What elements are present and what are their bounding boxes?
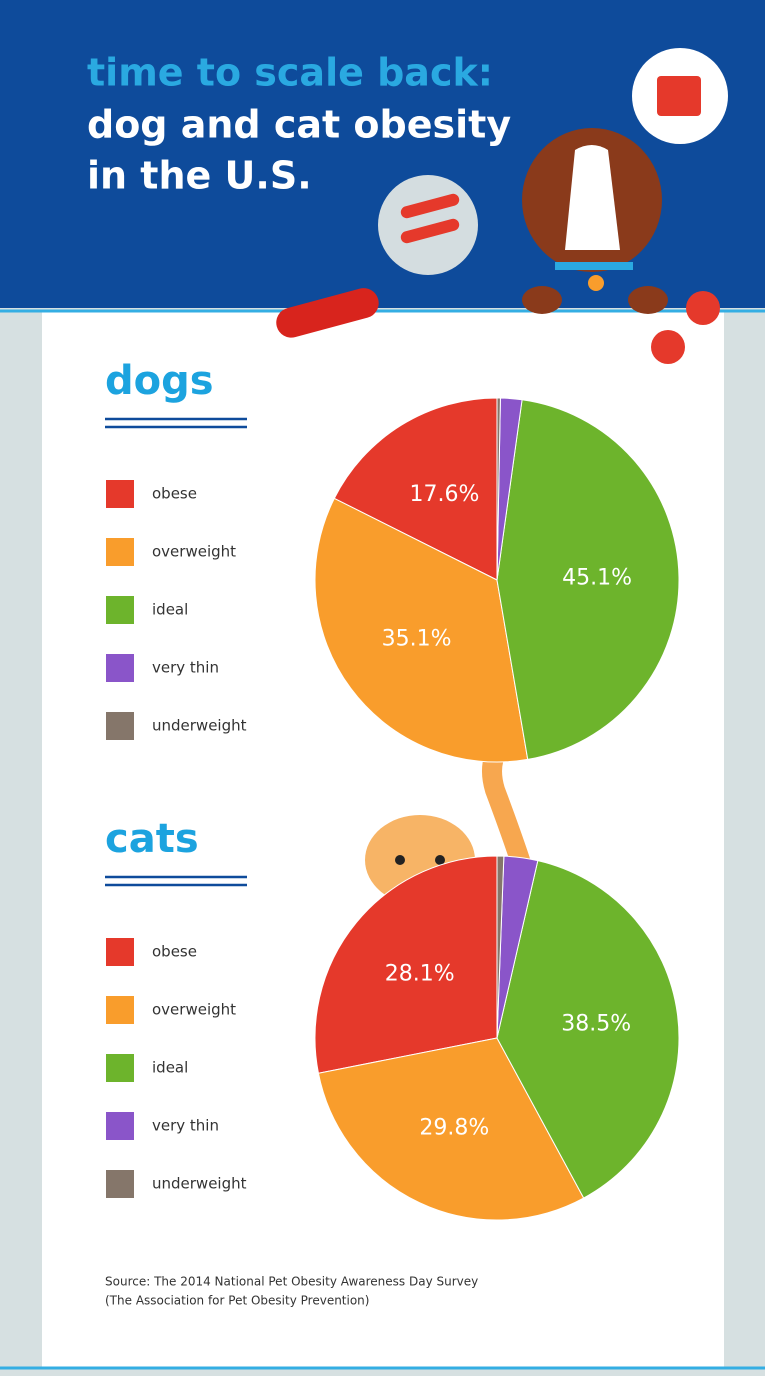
legend-label: overweight (152, 543, 236, 561)
legend-label: ideal (152, 1059, 188, 1077)
pie-slice (317, 1037, 585, 1221)
legend-swatch (106, 1112, 134, 1140)
legend-label: underweight (152, 717, 247, 735)
source: (The Association for Pet Obesity Prevent… (105, 1294, 369, 1308)
title: dog and cat obesity (87, 103, 511, 147)
legend-label: very thin (152, 1117, 219, 1135)
title: time to scale back: (87, 51, 493, 95)
legend-label: very thin (152, 659, 219, 677)
pie-slice (496, 855, 505, 1039)
section-title: cats (105, 816, 199, 862)
slice-label: 28.1% (385, 961, 455, 986)
slice-label: 38.5% (561, 1012, 631, 1037)
legend-swatch (106, 938, 134, 966)
legend-swatch (106, 1054, 134, 1082)
legend-label: ideal (152, 601, 188, 619)
pie-slice (333, 397, 498, 581)
legend-label: obese (152, 943, 197, 961)
slice-label: 35.1% (382, 627, 452, 652)
title: in the U.S. (87, 154, 312, 198)
slice-label: 29.8% (419, 1116, 489, 1141)
legend-swatch (106, 538, 134, 566)
pie-slice (496, 397, 501, 581)
source: Source: The 2014 National Pet Obesity Aw… (105, 1275, 478, 1289)
legend-swatch (106, 654, 134, 682)
slice-label: 45.1% (562, 565, 632, 590)
legend-swatch (106, 596, 134, 624)
legend-swatch (106, 480, 134, 508)
slice-label: 17.6% (409, 482, 479, 507)
legend-swatch (106, 712, 134, 740)
legend-label: underweight (152, 1175, 247, 1193)
pie-slice (496, 860, 680, 1199)
legend-label: overweight (152, 1001, 236, 1019)
pie-slice (496, 399, 680, 760)
pie-slice (314, 855, 498, 1074)
pie-slice (314, 497, 529, 763)
legend-swatch (106, 996, 134, 1024)
section-title: dogs (105, 358, 214, 404)
legend-swatch (106, 1170, 134, 1198)
legend-label: obese (152, 485, 197, 503)
dog-illustration (276, 48, 728, 364)
